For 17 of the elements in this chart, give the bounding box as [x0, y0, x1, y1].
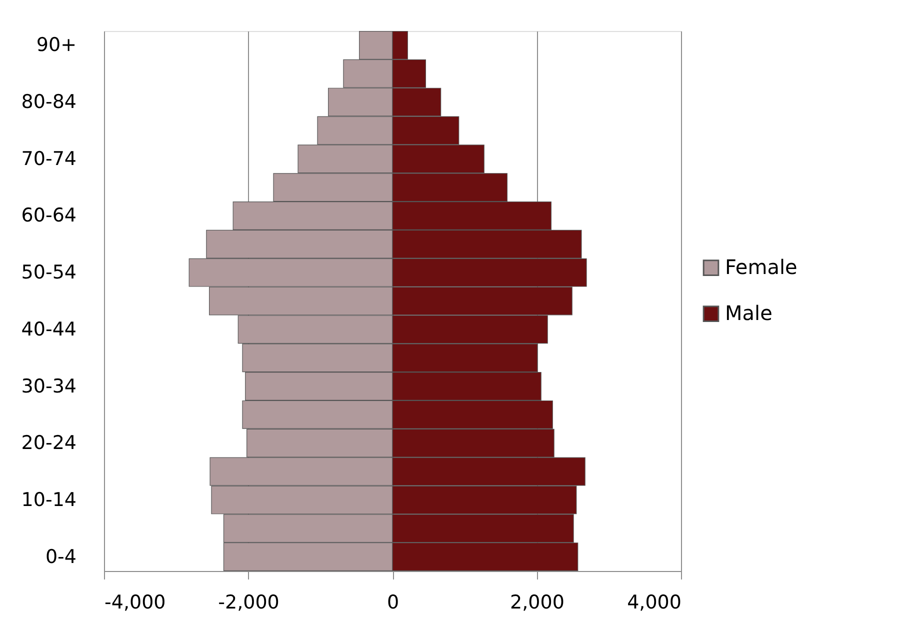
y-tick-label: 90+ [36, 34, 76, 56]
x-tick-label: -4,000 [104, 592, 166, 614]
x-tick-label: 0 [386, 592, 400, 614]
y-tick-label: 20-24 [21, 432, 76, 454]
y-tick-label: 30-34 [21, 375, 76, 398]
y-tick-label: 40-44 [21, 318, 76, 340]
x-tick-label: -2,000 [218, 592, 280, 614]
y-tick-label: 0-4 [45, 546, 76, 568]
y-tick-label: 50-54 [21, 262, 76, 284]
legend-label: Female [725, 254, 798, 279]
y-tick-label: 80-84 [21, 91, 76, 114]
y-tick-label: 60-64 [21, 204, 76, 227]
y-tick-label: 10-14 [21, 488, 76, 511]
x-tick-label: 2,000 [510, 592, 564, 614]
legend-label: Male [725, 300, 772, 325]
x-tick-label: 4,000 [627, 592, 682, 614]
y-tick-label: 70-74 [21, 148, 76, 170]
